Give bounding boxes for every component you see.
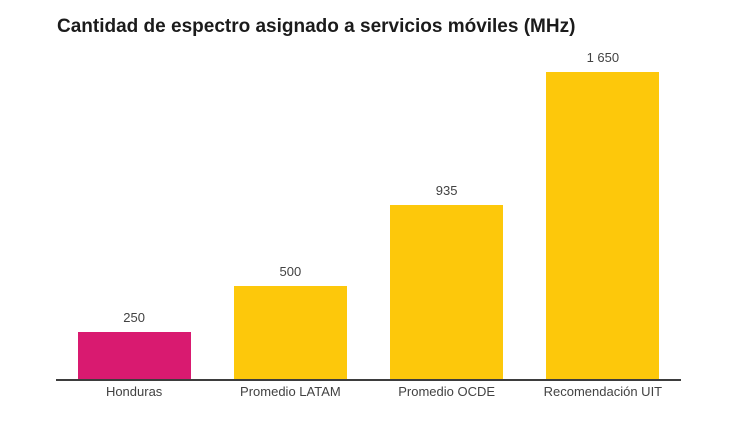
bar-slot: 1 650 bbox=[525, 50, 681, 379]
value-label: 500 bbox=[279, 264, 302, 279]
value-label: 935 bbox=[435, 183, 458, 198]
bar-slot: 250 bbox=[56, 60, 212, 379]
bar-slot: 500 bbox=[212, 60, 368, 379]
bar-honduras bbox=[77, 332, 191, 379]
value-label: 250 bbox=[123, 310, 145, 325]
value-label: 1 650 bbox=[586, 50, 620, 65]
category-label: Honduras bbox=[105, 384, 163, 399]
bar-slot: 935 bbox=[369, 60, 525, 379]
bar-promedio-latam bbox=[233, 286, 347, 379]
bar-promedio-ocde bbox=[390, 205, 504, 379]
category-label: Promedio OCDE bbox=[398, 384, 496, 399]
bar-recomendaci-n-uit bbox=[546, 72, 660, 379]
category-label: Recomendación UIT bbox=[543, 384, 663, 399]
chart-title: Cantidad de espectro asignado a servicio… bbox=[57, 16, 576, 37]
plot-area: 250 500 935 1 650 bbox=[56, 50, 681, 381]
category-label: Promedio LATAM bbox=[240, 384, 341, 399]
x-axis-labels: Honduras Promedio LATAM Promedio OCDE Recom… bbox=[56, 384, 681, 399]
